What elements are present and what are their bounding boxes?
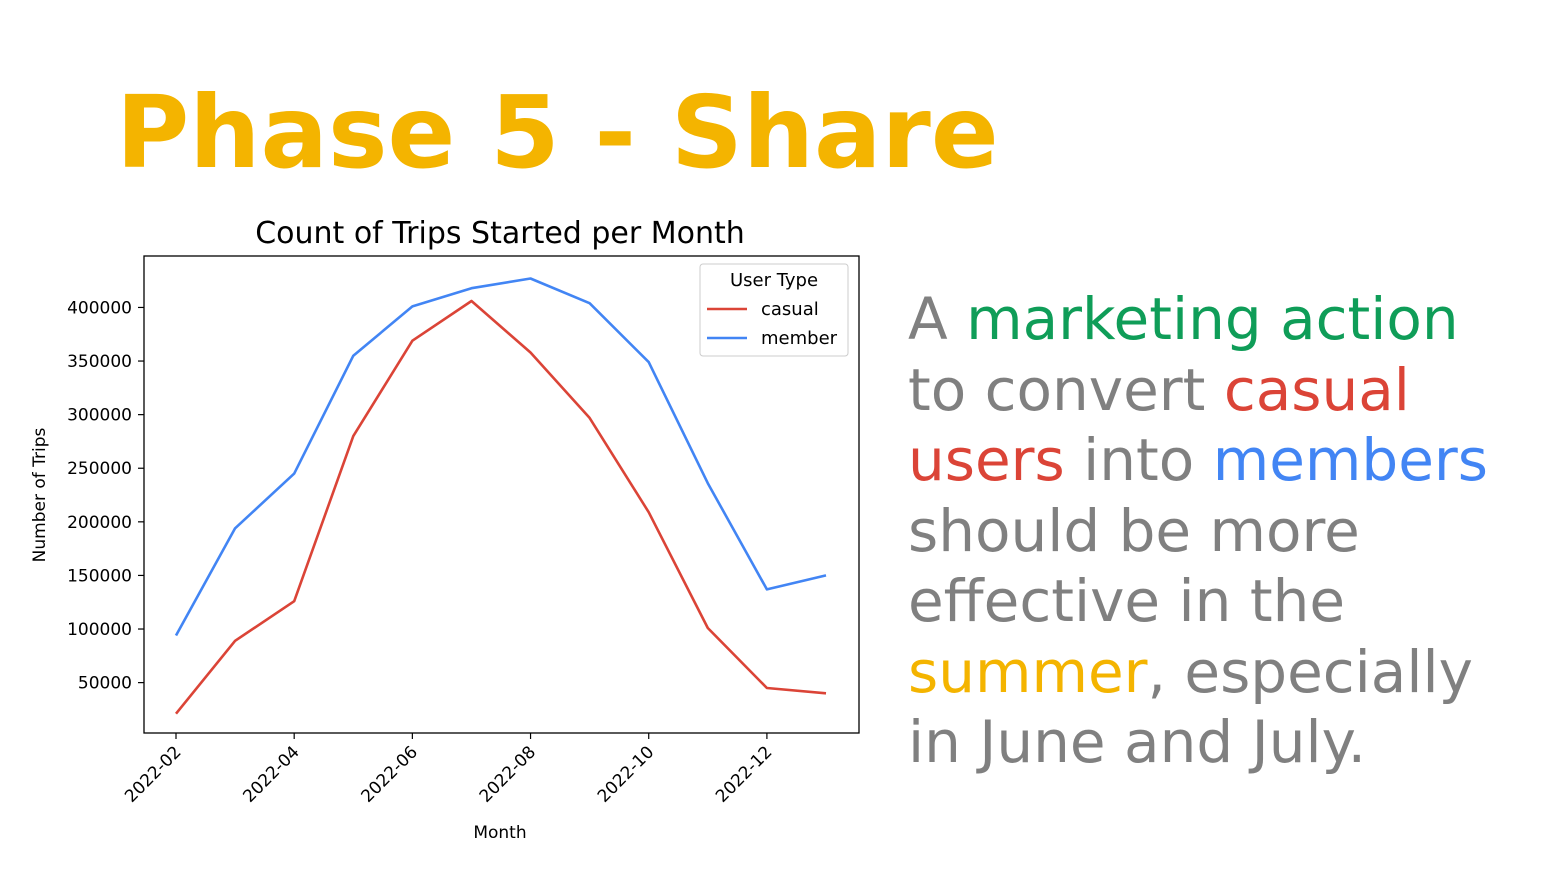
slide-title: Phase 5 - Share xyxy=(116,74,999,191)
callout-segment: members xyxy=(1212,426,1488,494)
callout-segment: to convert xyxy=(908,355,1224,424)
callout-line: should be more xyxy=(908,496,1548,567)
callout-line: A marketing action xyxy=(908,284,1548,355)
x-axis-label: Month xyxy=(473,823,526,843)
legend-title: User Type xyxy=(730,270,818,291)
x-tick-label: 2022-12 xyxy=(712,742,776,806)
callout-line: effective in the xyxy=(908,566,1548,637)
callout-segment: should be more xyxy=(908,496,1360,565)
callout-line: summer, especially xyxy=(908,637,1548,708)
y-tick-label: 50000 xyxy=(78,674,132,694)
callout-segment: effective in the xyxy=(908,567,1346,635)
callout-line: to convert casual xyxy=(908,355,1548,426)
callout-segment: A xyxy=(908,285,967,353)
x-tick-label: 2022-04 xyxy=(239,742,303,806)
callout-text: A marketing action to convert casual users… xyxy=(908,284,1548,778)
callout-segment: into xyxy=(1064,426,1213,494)
series-line-casual xyxy=(174,299,827,715)
series-line-member xyxy=(174,277,827,637)
y-axis-label: Number of Trips xyxy=(30,427,50,562)
callout-segment: summer xyxy=(908,637,1148,706)
x-tick-label: 2022-06 xyxy=(358,742,422,806)
legend-label-casual: casual xyxy=(761,299,819,320)
callout-segment: , especially xyxy=(1147,637,1473,706)
x-tick-label: 2022-10 xyxy=(594,742,658,806)
y-tick-label: 400000 xyxy=(67,298,132,318)
y-tick-label: 250000 xyxy=(67,459,132,479)
trips-line-chart: Count of Trips Started per Month 50000 10… xyxy=(30,216,860,843)
callout-line: users into members xyxy=(908,425,1548,496)
legend-label-member: member xyxy=(761,328,838,349)
callout-segment: marketing action xyxy=(966,285,1459,353)
y-tick-label: 100000 xyxy=(67,620,132,640)
chart-title: Count of Trips Started per Month xyxy=(255,216,745,251)
y-tick-label: 150000 xyxy=(67,566,132,586)
legend-box xyxy=(699,263,849,357)
plot-frame xyxy=(143,255,860,734)
callout-line: in June and July. xyxy=(908,707,1548,778)
chart-legend: User Type casual member xyxy=(699,263,849,357)
y-tick-label: 350000 xyxy=(67,352,132,372)
y-tick-label: 300000 xyxy=(67,406,132,426)
callout-segment: users xyxy=(908,426,1065,494)
x-tick-label: 2022-08 xyxy=(476,742,540,806)
x-tick-label: 2022-02 xyxy=(121,742,185,806)
callout-segment: casual xyxy=(1223,355,1410,424)
y-tick-label: 200000 xyxy=(67,513,132,533)
callout-segment: in June and July. xyxy=(908,708,1367,776)
